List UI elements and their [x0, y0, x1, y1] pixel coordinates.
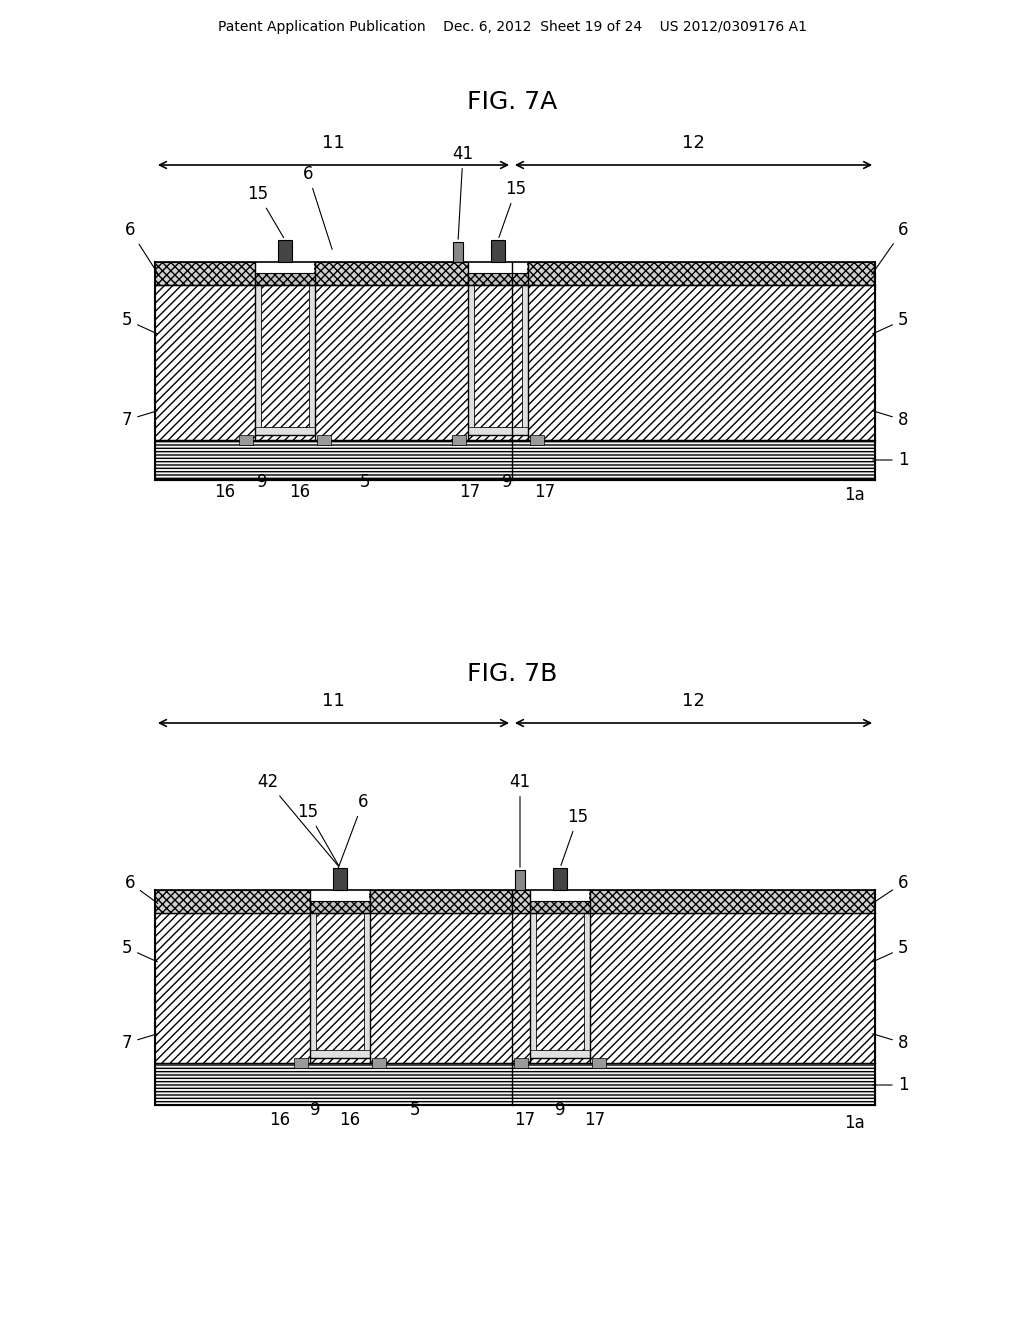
- Bar: [522, 285, 528, 436]
- Bar: [155, 1063, 874, 1105]
- Bar: [530, 913, 590, 1059]
- Text: 16: 16: [339, 1111, 360, 1129]
- Text: 8: 8: [872, 1034, 908, 1052]
- Bar: [474, 285, 522, 426]
- Text: 5: 5: [872, 939, 908, 962]
- Bar: [310, 1049, 370, 1059]
- Text: 16: 16: [290, 483, 310, 502]
- Text: 15: 15: [248, 185, 284, 238]
- Bar: [468, 426, 528, 436]
- Bar: [468, 273, 528, 285]
- Text: 17: 17: [585, 1111, 605, 1129]
- Bar: [255, 426, 315, 436]
- Text: 11: 11: [323, 692, 345, 710]
- Bar: [553, 869, 567, 890]
- Text: 42: 42: [257, 774, 338, 866]
- Text: Patent Application Publication    Dec. 6, 2012  Sheet 19 of 24    US 2012/030917: Patent Application Publication Dec. 6, 2…: [217, 20, 807, 34]
- Text: 5: 5: [410, 1101, 420, 1119]
- Text: 41: 41: [509, 774, 530, 867]
- Text: 41: 41: [453, 145, 473, 239]
- Bar: [364, 913, 370, 1059]
- Text: 15: 15: [297, 803, 339, 866]
- Bar: [512, 890, 874, 913]
- Bar: [512, 261, 874, 285]
- Bar: [468, 285, 474, 436]
- Text: 8: 8: [872, 411, 908, 429]
- Text: 15: 15: [499, 180, 526, 238]
- Text: 17: 17: [460, 483, 480, 502]
- Bar: [515, 870, 525, 890]
- Bar: [453, 242, 463, 261]
- Bar: [530, 902, 590, 913]
- Text: 7: 7: [122, 1034, 158, 1052]
- Text: 5: 5: [122, 312, 158, 334]
- Text: 15: 15: [561, 808, 589, 866]
- Bar: [155, 440, 874, 480]
- Text: 6: 6: [303, 165, 332, 249]
- Text: 6: 6: [125, 220, 159, 275]
- Bar: [316, 913, 364, 1049]
- Text: 6: 6: [871, 220, 908, 275]
- Bar: [310, 913, 316, 1059]
- Text: 9: 9: [555, 1101, 565, 1119]
- Text: 11: 11: [323, 135, 345, 152]
- Bar: [310, 913, 370, 1059]
- Bar: [536, 913, 584, 1049]
- Bar: [239, 436, 253, 445]
- Text: 12: 12: [682, 692, 705, 710]
- Bar: [294, 1059, 308, 1068]
- Text: 1a: 1a: [845, 486, 865, 504]
- Text: 9: 9: [309, 1101, 321, 1119]
- Bar: [256, 261, 314, 286]
- Text: 16: 16: [269, 1111, 291, 1129]
- Text: 1a: 1a: [845, 1114, 865, 1133]
- Text: 6: 6: [125, 874, 158, 903]
- Bar: [531, 888, 589, 913]
- Bar: [255, 285, 261, 436]
- Bar: [490, 240, 505, 261]
- Bar: [592, 1059, 606, 1068]
- Bar: [155, 913, 874, 1063]
- Text: 1: 1: [872, 451, 908, 469]
- Text: 9: 9: [502, 473, 512, 491]
- Text: 5: 5: [872, 312, 908, 334]
- Bar: [530, 1049, 590, 1059]
- Bar: [530, 436, 544, 445]
- Text: 17: 17: [535, 483, 556, 502]
- Bar: [372, 1059, 386, 1068]
- Text: 6: 6: [334, 793, 369, 879]
- Bar: [468, 285, 528, 436]
- Text: 5: 5: [122, 939, 158, 962]
- Text: 5: 5: [359, 473, 371, 491]
- Text: 17: 17: [514, 1111, 536, 1129]
- Text: 6: 6: [872, 874, 908, 903]
- Bar: [311, 888, 369, 913]
- Text: 1: 1: [872, 1076, 908, 1094]
- Bar: [584, 913, 590, 1059]
- Text: 16: 16: [214, 483, 236, 502]
- Bar: [310, 902, 370, 913]
- Text: FIG. 7B: FIG. 7B: [467, 663, 557, 686]
- Bar: [278, 240, 292, 261]
- Bar: [333, 869, 347, 890]
- Bar: [155, 890, 512, 913]
- Bar: [317, 436, 331, 445]
- Bar: [155, 285, 874, 440]
- Bar: [155, 261, 512, 285]
- Bar: [469, 261, 527, 286]
- Bar: [255, 285, 315, 436]
- Bar: [255, 273, 315, 285]
- Text: 9: 9: [257, 473, 267, 491]
- Bar: [514, 1059, 528, 1068]
- Bar: [530, 913, 536, 1059]
- Bar: [452, 436, 466, 445]
- Text: FIG. 7A: FIG. 7A: [467, 90, 557, 114]
- Bar: [309, 285, 315, 436]
- Text: 12: 12: [682, 135, 705, 152]
- Bar: [261, 285, 309, 426]
- Text: 7: 7: [122, 411, 158, 429]
